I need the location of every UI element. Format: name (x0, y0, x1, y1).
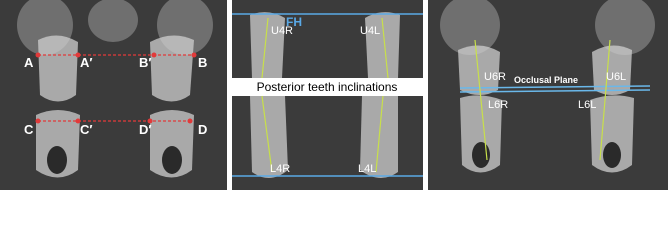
tooth-axis (375, 95, 384, 173)
upper-tooth (458, 45, 500, 95)
point-label: B (198, 55, 207, 70)
lower-tooth (36, 110, 80, 178)
point-label: A (24, 55, 34, 70)
tooth-label: U4R (271, 25, 293, 37)
point (151, 52, 157, 58)
point-label: D (198, 122, 207, 137)
tooth-label: L6L (578, 99, 596, 111)
point (75, 52, 81, 58)
bone (88, 0, 138, 42)
point (35, 118, 41, 124)
point (35, 52, 41, 58)
tooth-label: U4L (360, 25, 380, 37)
panel-3: U6R U6L Occlusal Plane L6R L6L (428, 0, 668, 190)
figure: A A′ B′ B C C′ D′ D FH U4R U4L Posterior… (0, 0, 668, 190)
tooth-axis (599, 39, 611, 161)
points (35, 52, 197, 124)
point-label: B′ (139, 55, 152, 70)
panel-1: A A′ B′ B C C′ D′ D (0, 0, 227, 190)
tooth-label: U6L (606, 71, 626, 83)
upper-tooth (592, 45, 632, 95)
bone (440, 0, 500, 55)
point (75, 118, 81, 124)
tooth-label: L6R (488, 99, 508, 111)
tooth-axis (261, 95, 273, 173)
upper-tooth (250, 12, 285, 79)
tooth-label: U6R (484, 71, 506, 83)
tooth-axis (261, 17, 269, 79)
occlusal-line (459, 89, 651, 93)
canal (472, 142, 490, 168)
point-label: C′ (80, 122, 93, 137)
upper-tooth (150, 35, 194, 102)
caption: Posterior teeth inclinations (257, 80, 398, 94)
point-label: C (24, 122, 34, 137)
panel-2: FH U4R U4L Posterior teeth inclinations … (232, 0, 423, 190)
tooth-axis (474, 39, 488, 161)
tooth-label: L4R (270, 163, 290, 175)
canal (162, 146, 182, 174)
reference-label: FH (286, 15, 302, 29)
lower-tooth (150, 110, 194, 178)
upper-tooth (38, 35, 78, 102)
point-label: D′ (139, 122, 152, 137)
page: {"panel_1": {"labels": ["A", "A′", "B′",… (0, 0, 668, 190)
lower-tooth (460, 95, 502, 173)
tooth-axis (381, 17, 389, 79)
point (187, 118, 193, 124)
canal (47, 146, 67, 174)
canal (603, 142, 621, 168)
plane-label: Occlusal Plane (514, 75, 578, 85)
point (147, 118, 153, 124)
occlusal-line (459, 85, 651, 89)
lower-tooth (250, 96, 288, 179)
point (191, 52, 197, 58)
tooth-label: L4L (358, 163, 376, 175)
upper-tooth (365, 12, 400, 79)
point-label: A′ (80, 55, 93, 70)
